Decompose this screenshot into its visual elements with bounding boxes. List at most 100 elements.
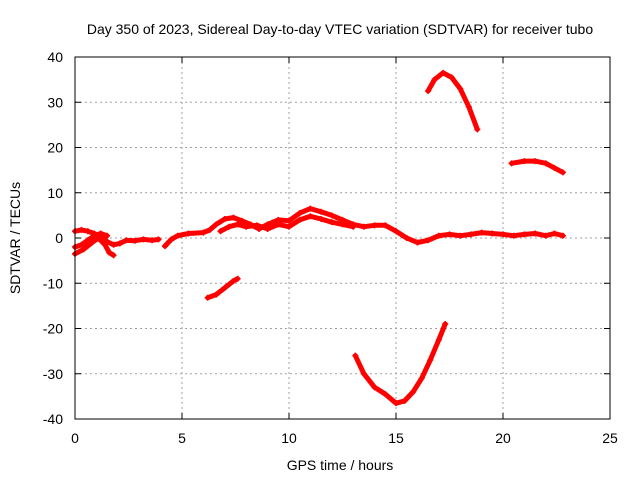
data-point: [161, 243, 168, 250]
data-point: [89, 239, 96, 246]
x-tick-label: 25: [602, 430, 618, 446]
data-point: [149, 237, 156, 244]
data-point: [382, 222, 389, 229]
data-point: [403, 235, 410, 241]
data-point: [104, 232, 111, 239]
data-point: [440, 69, 447, 76]
y-tick-label: 0: [55, 230, 63, 246]
data-point: [168, 236, 175, 243]
data-point: [84, 228, 91, 235]
data-point: [474, 126, 481, 133]
grid: [74, 56, 611, 420]
y-tick-label: 40: [47, 49, 63, 65]
data-point: [116, 240, 123, 247]
data-point: [448, 74, 455, 81]
chart-title: Day 350 of 2023, Sidereal Day-to-day VTE…: [87, 21, 594, 37]
data-point: [467, 231, 474, 238]
y-axis-label: SDTVAR / TECUs: [7, 182, 23, 294]
data-point: [551, 230, 558, 237]
data-point: [418, 375, 425, 382]
data-point: [174, 232, 181, 239]
data-point: [234, 221, 241, 228]
data-point: [431, 76, 438, 83]
data-point: [307, 213, 314, 220]
data-point: [91, 232, 98, 239]
x-axis-label: GPS time / hours: [287, 457, 394, 473]
data-point: [542, 160, 549, 167]
data-point: [559, 169, 566, 176]
data-point: [427, 357, 434, 364]
data-point: [551, 164, 558, 171]
data-point: [532, 158, 539, 165]
data-point: [264, 225, 271, 232]
data-point: [213, 291, 220, 298]
data-point: [200, 229, 207, 236]
data-point: [230, 214, 237, 221]
y-tick-label: -30: [43, 366, 63, 382]
x-tick-label: 15: [388, 430, 404, 446]
y-tick-label: 20: [47, 140, 63, 156]
data-point: [489, 230, 496, 237]
y-tick-label: -40: [43, 411, 63, 427]
data-point: [80, 246, 87, 253]
data-point: [140, 236, 147, 243]
data-point: [425, 87, 432, 94]
data-point: [101, 241, 108, 248]
data-point: [360, 223, 367, 230]
y-tick-label: 30: [47, 94, 63, 110]
data-point: [465, 103, 472, 110]
data-point: [352, 352, 359, 359]
data-point: [318, 208, 325, 215]
data-point: [123, 237, 130, 244]
data-point: [401, 397, 408, 404]
plot-frame: [74, 56, 611, 420]
data-point: [318, 215, 325, 222]
data-point: [234, 275, 241, 282]
data-point: [510, 232, 517, 239]
y-tick-labels: 40 30 20 10 0 -10 -20 -30 -40: [43, 49, 63, 427]
data-point: [442, 320, 449, 327]
y-tick-label: 10: [47, 185, 63, 201]
data-point: [521, 158, 528, 165]
x-tick-label: 0: [71, 430, 79, 446]
data-point: [110, 252, 117, 259]
data-point: [371, 222, 378, 229]
data-point: [339, 221, 346, 228]
data-point: [84, 237, 91, 244]
data-point: [542, 232, 549, 239]
data-point: [435, 232, 442, 239]
data-point: [78, 226, 85, 233]
data-point: [226, 223, 233, 230]
data-point: [97, 230, 104, 237]
data-point: [110, 241, 117, 248]
data-point: [230, 277, 237, 284]
data-point: [307, 205, 314, 212]
data-point: [253, 222, 260, 229]
data-point: [286, 223, 292, 230]
data-point: [238, 217, 245, 224]
series-group: [72, 69, 566, 407]
data-point: [446, 231, 453, 238]
data-point: [217, 228, 224, 235]
data-point: [296, 216, 303, 223]
data-point: [106, 249, 113, 256]
data-point: [221, 284, 228, 291]
data-point: [371, 384, 378, 391]
y-tick-label: -10: [43, 275, 63, 291]
data-point: [155, 236, 162, 243]
data-point: [328, 219, 335, 226]
data-point: [350, 223, 357, 230]
data-point: [206, 226, 213, 233]
data-point: [478, 229, 485, 236]
data-point: [414, 239, 421, 246]
data-point: [360, 370, 367, 377]
data-point: [393, 228, 399, 235]
x-tick-label: 5: [178, 430, 186, 446]
y-tick-label: -20: [43, 321, 63, 337]
data-point: [204, 294, 211, 301]
data-point: [296, 210, 303, 217]
x-tick-labels: 0 5 10 15 20 25: [71, 430, 618, 446]
data-point: [410, 388, 417, 395]
data-point: [425, 237, 432, 244]
